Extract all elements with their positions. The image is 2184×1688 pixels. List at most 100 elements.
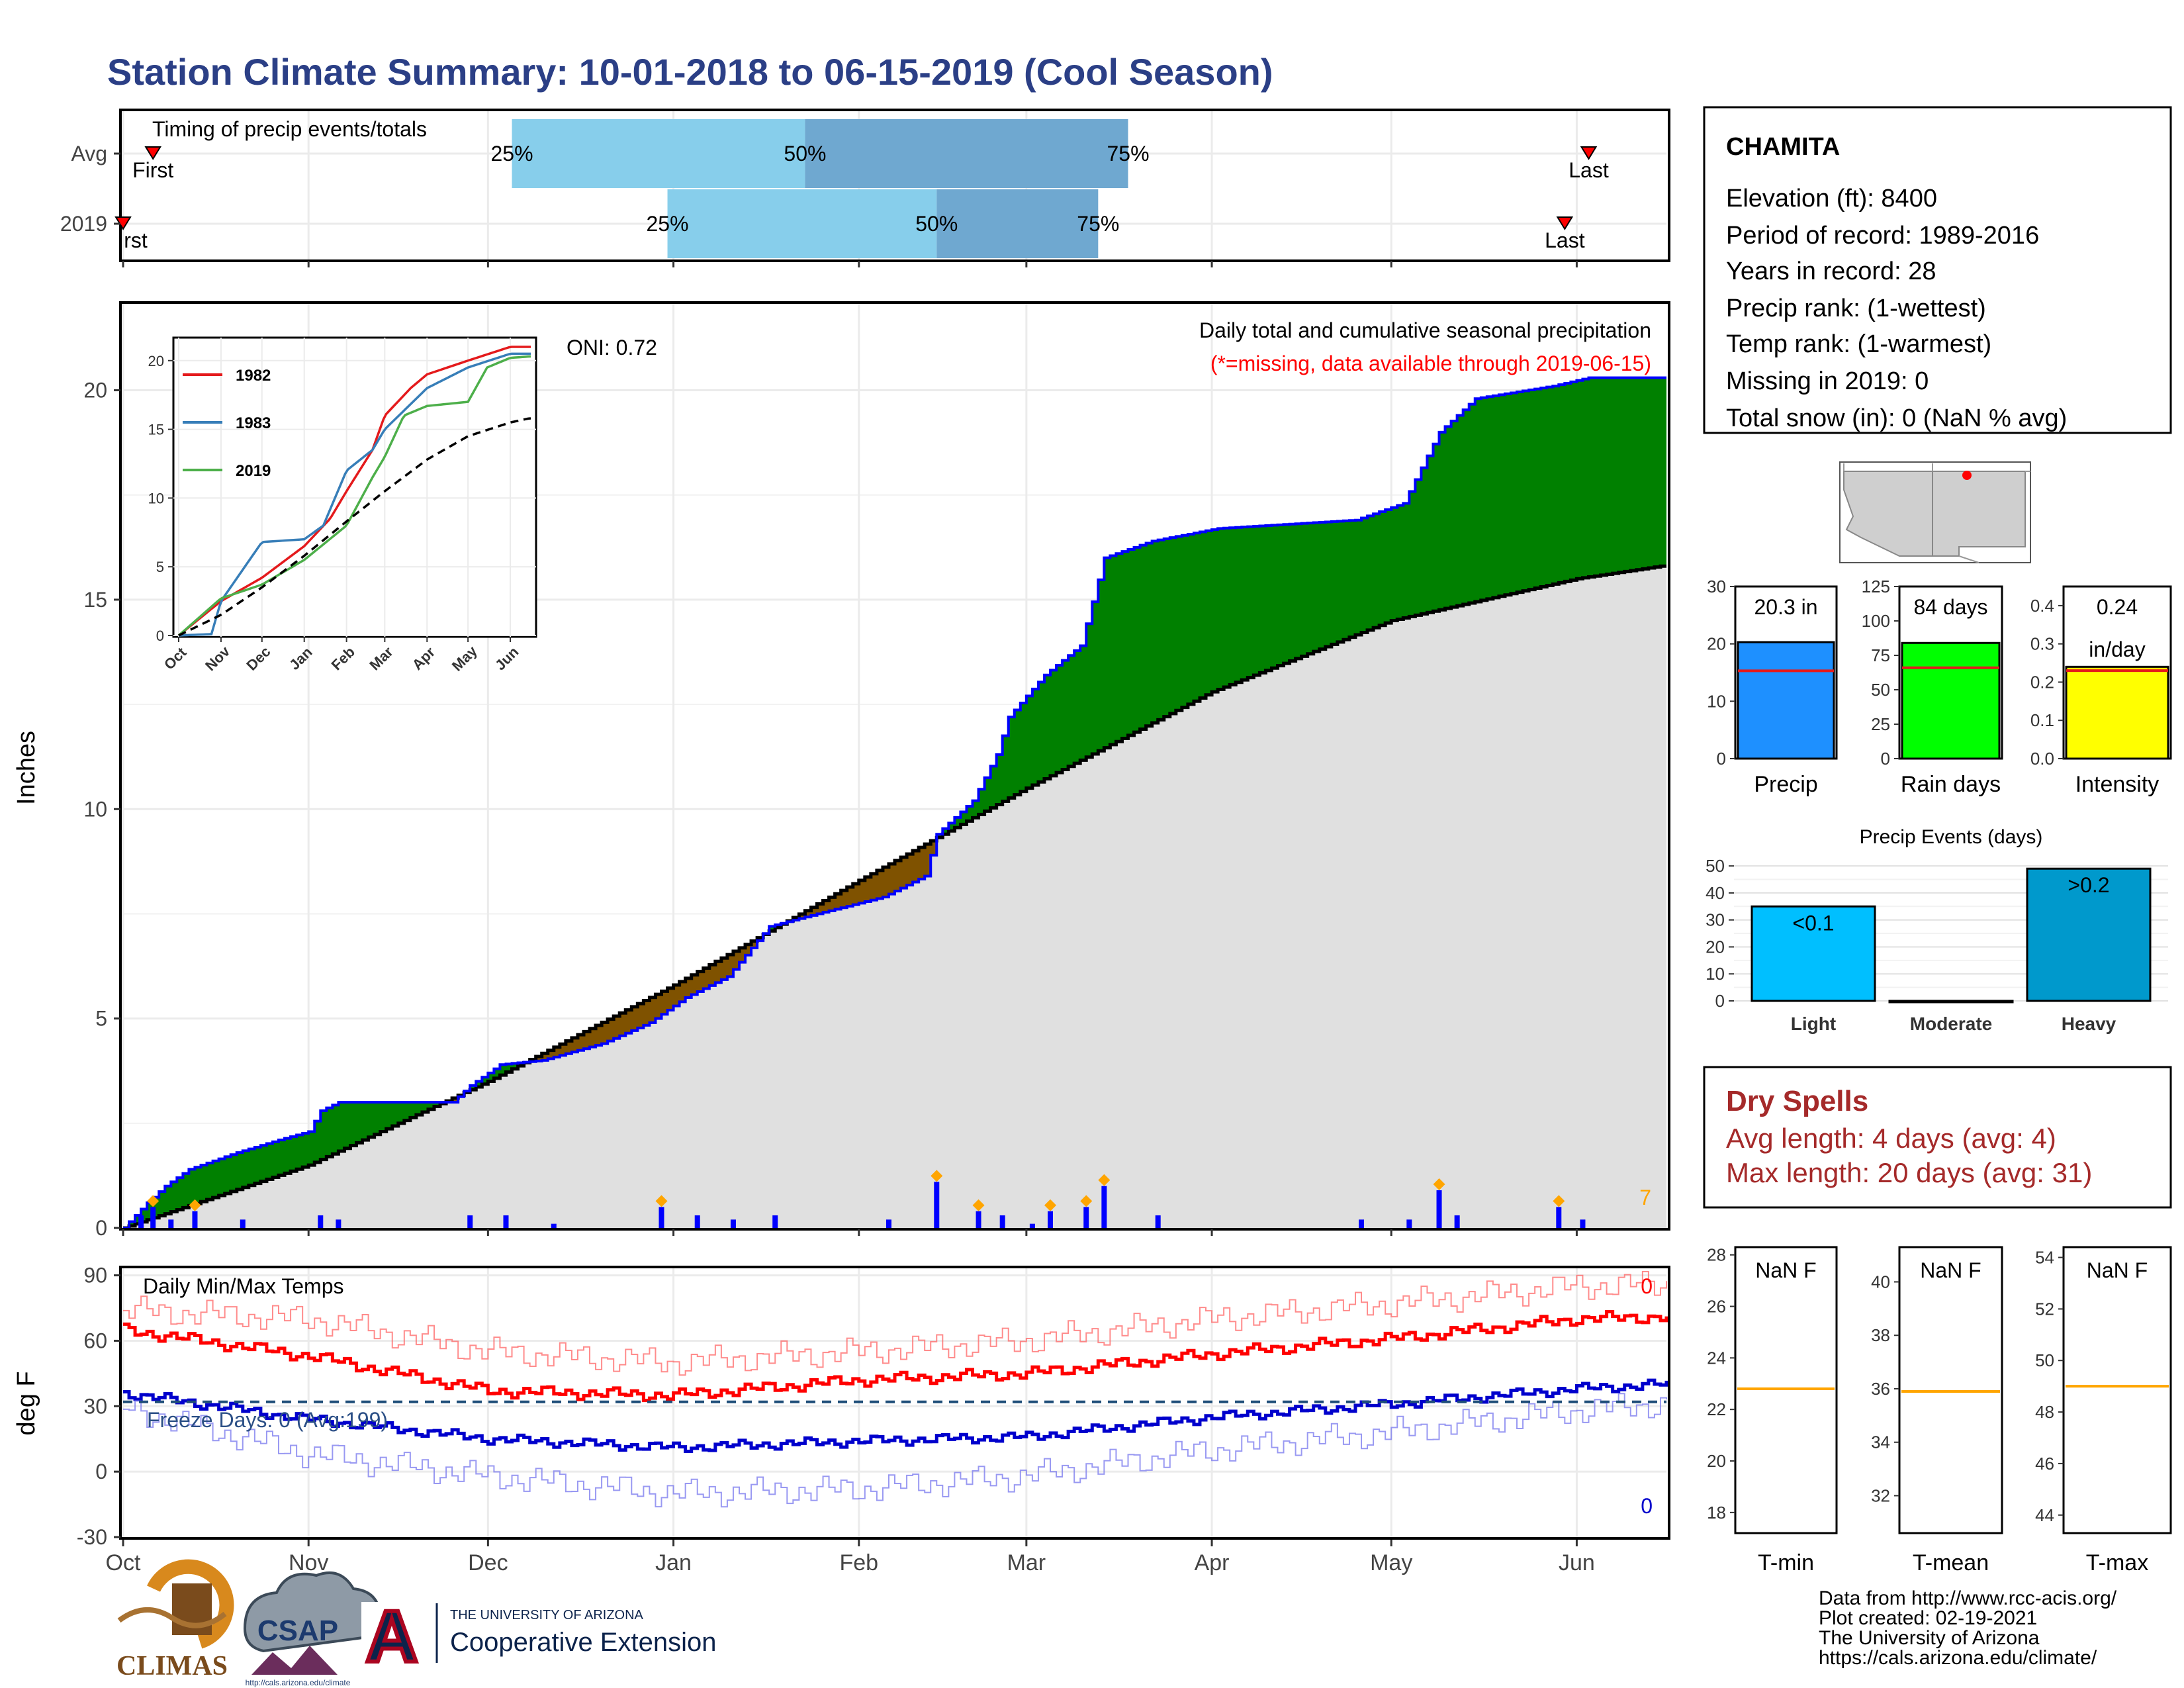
footer-data-source: Data from http://www.rcc-acis.org/ — [1819, 1587, 2117, 1609]
station-location-dot — [1962, 471, 1972, 480]
summary-bar-tick-label: 75 — [1871, 645, 1890, 665]
station-precip-rank: Precip rank: (1-wettest) — [1726, 295, 1986, 322]
csap-wordmark: CSAP — [257, 1615, 338, 1647]
freeze-days: Freeze Days: 0 (Avg:199) — [147, 1408, 388, 1432]
above-average-area — [129, 377, 1666, 1226]
timing-title: Timing of precip events/totals — [152, 117, 427, 141]
month-tick-label: Mar — [1007, 1550, 1046, 1575]
climas-wordmark: CLIMAS — [116, 1651, 228, 1681]
summary-bar-label: Rain days — [1901, 772, 2001, 797]
station-info: CHAMITA Elevation (ft): 8400 Period of r… — [1703, 106, 2172, 434]
temp-summary-tick-label: 36 — [1871, 1379, 1890, 1399]
precip-frame-border — [119, 301, 1670, 1231]
daily-precip-bar — [1436, 1190, 1442, 1228]
temp-summary-tick-label: 40 — [1871, 1272, 1890, 1291]
temp-axes: Oct Nov Dec Jan Feb Mar Apr May Jun -30 0 30 60 90 — [77, 1264, 1595, 1575]
temp-summary-tick-label: 26 — [1707, 1297, 1726, 1317]
timing-marker-label: Last — [1569, 158, 1609, 182]
daily-precip-bar — [1101, 1186, 1107, 1228]
temp-summary-tick-label: 32 — [1871, 1485, 1890, 1505]
daily-precip-bar — [1359, 1219, 1365, 1228]
summary-bar-value-unit: in/day — [2089, 637, 2145, 661]
inset-y-tick-label: 20 — [148, 353, 164, 369]
events-category-label: Heavy — [2062, 1013, 2116, 1034]
ua-block-letter: A — [365, 1596, 418, 1677]
temp-summary-value: NaN F — [2087, 1258, 2148, 1282]
daily-precip-bar — [551, 1223, 557, 1228]
summary-bar-tick-label: 0.2 — [2030, 672, 2054, 692]
footer-url: https://cals.arizona.edu/climate/ — [1819, 1647, 2097, 1669]
inset-y-tick-label: 5 — [156, 559, 164, 575]
daily-precip-bar — [503, 1215, 509, 1228]
precip-y-tick-label: 10 — [83, 797, 107, 821]
temp-summary-panels: 18 20 22 24 26 28 NaN F T-min 32 34 36 38 40 NaN F T-m… — [1707, 1245, 2172, 1575]
corner-count: 7 — [1639, 1186, 1651, 1209]
summary-bar-label: Precip — [1754, 772, 1817, 797]
inset-series-1983 — [178, 352, 531, 637]
climas-logo: CLIMAS — [116, 1559, 234, 1681]
timing-row-label: Avg — [71, 142, 107, 165]
tmin-average-line — [123, 1378, 1668, 1454]
precip-subtitle: (*=missing, data available through 2019-… — [1210, 352, 1651, 375]
month-tick-label: Oct — [106, 1550, 141, 1575]
summary-bar-value: 84 days — [1913, 595, 1987, 619]
daily-precip-bar — [730, 1219, 736, 1228]
event-marker-icon — [189, 1199, 201, 1211]
page-title: Station Climate Summary: 10-01-2018 to 0… — [107, 51, 1273, 93]
event-marker-icon — [1080, 1195, 1093, 1207]
events-bar-label: <0.1 — [1792, 911, 1834, 935]
temp-frame-border — [119, 1266, 1670, 1540]
events-y-tick-label: 30 — [1706, 910, 1725, 930]
ua-logo: A THE UNIVERSITY OF ARIZONA Cooperative … — [361, 1594, 716, 1679]
month-tick-label: Nov — [289, 1550, 328, 1575]
daily-precip-bar — [1029, 1223, 1035, 1228]
timing-marker-label: rst — [124, 228, 148, 252]
inset-legend-label: 1982 — [236, 367, 271, 385]
locator-map — [1839, 461, 2031, 563]
station-period: Period of record: 1989-2016 — [1726, 222, 2039, 250]
station-missing: Missing in 2019: 0 — [1726, 367, 1929, 395]
summary-bar-tick-label: 125 — [1862, 577, 1890, 596]
temp-summary-tick-label: 44 — [2035, 1505, 2054, 1525]
temp-summary-tick-label: 52 — [2035, 1299, 2054, 1319]
daily-precip-bar — [467, 1215, 473, 1228]
daily-precip-bar — [1406, 1219, 1412, 1228]
daily-precip-bar — [694, 1215, 700, 1228]
timing-labels: 25% 50% 75% First Last 25% 50% 75% rst Last — [114, 142, 1609, 252]
summary-bar-tick-label: 0.4 — [2030, 596, 2054, 616]
summary-bars: 0 10 20 30 20.3 in Precip 0 25 50 75 100 125 84 days… — [1707, 577, 2172, 797]
events-bars: 0 10 20 30 40 50 <0.1 Light Moderate >0.2 Heavy — [1706, 856, 2168, 1034]
daily-precip-bar — [999, 1215, 1005, 1228]
month-tick-label: Feb — [839, 1550, 878, 1575]
event-marker-icon — [655, 1195, 668, 1207]
summary-bar-tick-label: 0.3 — [2030, 634, 2054, 654]
tmax-daily-line — [123, 1271, 1667, 1376]
timing-quantile-label: 25% — [490, 142, 533, 165]
dry-spells: Dry Spells Avg length: 4 days (avg: 4) M… — [1703, 1066, 2172, 1209]
events-y-tick-label: 10 — [1706, 964, 1725, 984]
events-title: Precip Events (days) — [1860, 826, 2043, 848]
dry-title: Dry Spells — [1726, 1085, 1868, 1117]
summary-bar-tick-label: 10 — [1707, 691, 1726, 711]
timing-x-axis: Avg 2019 — [60, 142, 1578, 267]
temp-summary-label: T-max — [2086, 1550, 2148, 1575]
temp-summary-label: T-min — [1758, 1550, 1814, 1575]
month-tick-label: Jan — [655, 1550, 692, 1575]
daily-precip-bar — [150, 1207, 156, 1228]
csap-mountain — [251, 1646, 338, 1675]
timing-marker-label: Last — [1545, 228, 1585, 252]
csap-logo: CSAP http://cals.arizona.edu/climate — [243, 1571, 382, 1687]
summary-bar-tick-label: 0 — [1881, 749, 1890, 769]
average-cumulative-area — [123, 566, 1666, 1228]
temp-summary-tick-label: 20 — [1707, 1451, 1726, 1471]
timing-marker-icon — [1580, 146, 1598, 160]
timing-quantile-label: 25% — [647, 212, 689, 236]
precip-y-tick-label: 20 — [83, 379, 107, 402]
precip-title: Daily total and cumulative seasonal prec… — [1199, 318, 1651, 342]
daily-precip-bar — [659, 1207, 664, 1228]
timing-marker-icon — [1556, 216, 1574, 230]
temp-summary-tick-label: 54 — [2035, 1248, 2054, 1268]
timing-quantile-label: 75% — [1107, 142, 1149, 165]
month-tick-label: Jun — [1559, 1550, 1595, 1575]
temp-y-label: deg F — [13, 1371, 40, 1435]
